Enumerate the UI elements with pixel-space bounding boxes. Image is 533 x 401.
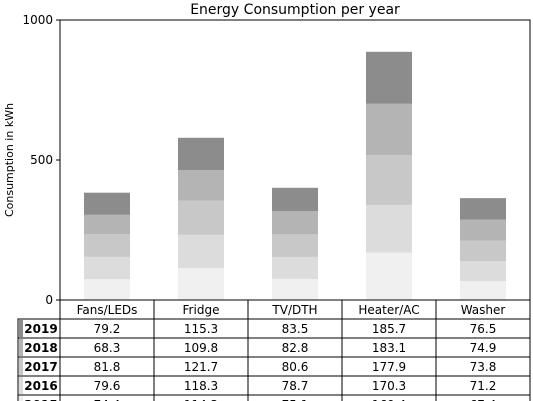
table-cell-value: 169.4 (372, 398, 406, 401)
table-column-label: TV/DTH (271, 303, 317, 317)
bar-segment-2019-0 (84, 192, 130, 215)
table-cell-value: 118.3 (184, 379, 218, 393)
table-cell-value: 185.7 (372, 322, 406, 336)
bar-segment-2016-4 (460, 261, 506, 282)
table-cell-value: 115.3 (184, 322, 218, 336)
table-cell-value: 83.5 (282, 322, 309, 336)
table-cell-value: 79.6 (94, 379, 121, 393)
table-cell-value: 114.3 (184, 398, 218, 401)
bar-segment-2015-0 (84, 279, 130, 300)
y-tick-label: 500 (30, 153, 53, 167)
bar-segment-2015-3 (366, 252, 412, 300)
table-column-label: Fridge (183, 303, 220, 317)
table-row-label: 2017 (24, 360, 57, 374)
row-color-swatch (19, 358, 23, 375)
table-cell-value: 78.7 (282, 379, 309, 393)
table-cell-value: 82.8 (282, 341, 309, 355)
bar-segment-2019-2 (272, 187, 318, 212)
bar-segment-2016-1 (178, 234, 224, 268)
row-color-swatch (19, 396, 23, 401)
table-cell-value: 67.4 (470, 398, 497, 401)
table-column-label: Heater/AC (358, 303, 419, 317)
row-color-swatch (19, 377, 23, 394)
bar-segment-2017-4 (460, 240, 506, 262)
table-cell-value: 183.1 (372, 341, 406, 355)
bar-segment-2018-2 (272, 211, 318, 235)
y-tick-label: 0 (45, 293, 53, 307)
bar-segment-2017-2 (272, 234, 318, 257)
bar-segment-2017-3 (366, 155, 412, 205)
bar-segment-2018-0 (84, 214, 130, 234)
table-row-label: 2016 (24, 379, 57, 393)
y-axis-label: Consumption in kWh (3, 103, 16, 217)
table-cell-value: 109.8 (184, 341, 218, 355)
bar-segment-2018-1 (178, 170, 224, 201)
table-cell-value: 79.2 (94, 322, 121, 336)
chart-title: Energy Consumption per year (190, 2, 400, 18)
bar-segment-2015-1 (178, 267, 224, 300)
table-row-label: 2015 (24, 398, 57, 401)
table-cell-value: 73.8 (470, 360, 497, 374)
bar-segment-2019-4 (460, 198, 506, 220)
bar-segment-2018-4 (460, 219, 506, 241)
table-cell-value: 68.3 (94, 341, 121, 355)
table-cell-value: 121.7 (184, 360, 218, 374)
bar-segment-2019-1 (178, 137, 224, 171)
y-tick-label: 1000 (22, 13, 53, 27)
bar-segment-2017-0 (84, 233, 130, 257)
table-column-label: Fans/LEDs (77, 303, 138, 317)
table-cell-value: 81.8 (94, 360, 121, 374)
table-cell-value: 177.9 (372, 360, 406, 374)
bar-segment-2015-2 (272, 278, 318, 300)
bar-segment-2016-2 (272, 256, 318, 279)
row-color-swatch (19, 320, 23, 337)
table-cell-value: 80.6 (282, 360, 309, 374)
row-color-swatch (19, 339, 23, 356)
bar-segment-2016-0 (84, 256, 130, 280)
table-row-label: 2019 (24, 322, 57, 336)
bar-segment-2018-3 (366, 103, 412, 156)
table-cell-value: 76.5 (470, 322, 497, 336)
table-column-label: Washer (461, 303, 506, 317)
table-cell-value: 71.2 (470, 379, 497, 393)
bar-segment-2017-1 (178, 200, 224, 235)
table-cell-value: 75.1 (282, 398, 309, 401)
row-label-column-frame (17, 318, 61, 401)
table-cell-value: 170.3 (372, 379, 406, 393)
bar-segment-2015-4 (460, 281, 506, 300)
table-cell-value: 74.4 (94, 398, 121, 401)
bar-segment-2016-3 (366, 204, 412, 253)
table-row-label: 2018 (24, 341, 57, 355)
table-cell-value: 74.9 (470, 341, 497, 355)
bar-segment-2019-3 (366, 51, 412, 104)
